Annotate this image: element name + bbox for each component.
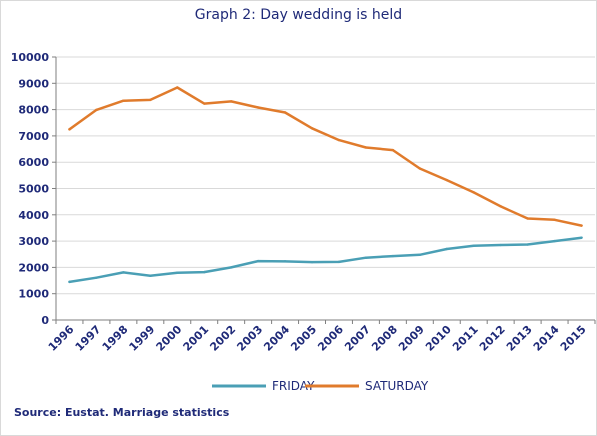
data-point [526, 217, 529, 220]
series-line-friday [68, 236, 583, 284]
x-tick-label: 2010 [423, 323, 454, 354]
data-point [418, 167, 422, 170]
data-point [580, 224, 583, 227]
data-point [391, 254, 395, 258]
data-point [95, 276, 98, 279]
x-tick-label: 2002 [207, 323, 238, 354]
data-point [95, 108, 98, 112]
x-tick-label: 2009 [396, 323, 427, 354]
x-tick-label: 2011 [450, 323, 481, 354]
y-tick-label: 4000 [18, 209, 49, 222]
data-point [418, 253, 422, 256]
data-point [472, 191, 475, 194]
data-point [256, 106, 260, 109]
y-tick-label: 0 [41, 314, 49, 327]
y-tick-label: 1000 [18, 288, 49, 301]
data-point [553, 239, 556, 243]
data-point [283, 260, 287, 263]
data-point [445, 178, 448, 182]
x-tick-label: 2014 [531, 323, 562, 354]
x-tick-label: 2001 [180, 323, 211, 354]
data-point [337, 260, 341, 264]
x-tick-label: 2012 [477, 323, 508, 354]
y-tick-label: 8000 [18, 104, 49, 117]
x-tick-label: 2015 [558, 323, 589, 354]
data-point [364, 146, 368, 149]
data-point [580, 236, 583, 239]
legend-label-saturday: SATURDAY [365, 379, 429, 393]
y-tick-label: 3000 [18, 235, 49, 248]
data-point [337, 138, 341, 142]
x-tick-label: 2013 [504, 323, 535, 354]
data-point [149, 98, 152, 102]
data-point [364, 256, 368, 259]
data-point [122, 271, 125, 274]
x-tick-label: 2005 [288, 323, 319, 354]
y-tick-label: 6000 [18, 156, 49, 169]
data-point [122, 99, 125, 102]
data-point [203, 102, 206, 105]
data-point [68, 280, 71, 284]
data-point [203, 270, 206, 274]
x-tick-label: 1996 [46, 323, 77, 354]
data-point [310, 127, 314, 130]
data-point [499, 243, 502, 247]
series-line-saturday [68, 86, 583, 227]
data-point [472, 244, 475, 248]
x-tick-label: 2007 [342, 323, 373, 354]
data-point [149, 274, 152, 278]
data-point [176, 271, 179, 274]
data-point [68, 128, 71, 131]
x-tick-label: 1999 [127, 323, 158, 354]
x-tick-label: 2006 [315, 323, 346, 354]
y-tick-label: 5000 [18, 183, 49, 196]
y-tick-label: 9000 [18, 77, 49, 90]
x-tick-label: 1998 [100, 323, 131, 354]
data-point [553, 218, 556, 221]
y-tick-label: 10000 [11, 51, 50, 64]
x-tick-label: 1997 [73, 323, 104, 354]
x-tick-label: 2008 [369, 323, 400, 354]
data-point [499, 205, 502, 208]
data-point [229, 266, 233, 269]
x-tick-label: 2004 [261, 323, 292, 354]
legend-label-friday: FRIDAY [272, 379, 315, 393]
data-point [256, 259, 260, 263]
data-point [310, 260, 314, 264]
y-tick-label: 2000 [18, 261, 49, 274]
x-tick-label: 2003 [234, 323, 265, 354]
source-note: Source: Eustat. Marriage statistics [14, 406, 230, 419]
x-tick-label: 2000 [154, 323, 185, 354]
data-point [283, 111, 287, 114]
data-point [526, 243, 529, 246]
data-point [445, 247, 448, 251]
data-point [229, 100, 233, 103]
y-tick-label: 7000 [18, 130, 49, 143]
data-point [176, 86, 179, 89]
data-point [391, 148, 395, 152]
chart-title: Graph 2: Day wedding is held [194, 7, 403, 23]
